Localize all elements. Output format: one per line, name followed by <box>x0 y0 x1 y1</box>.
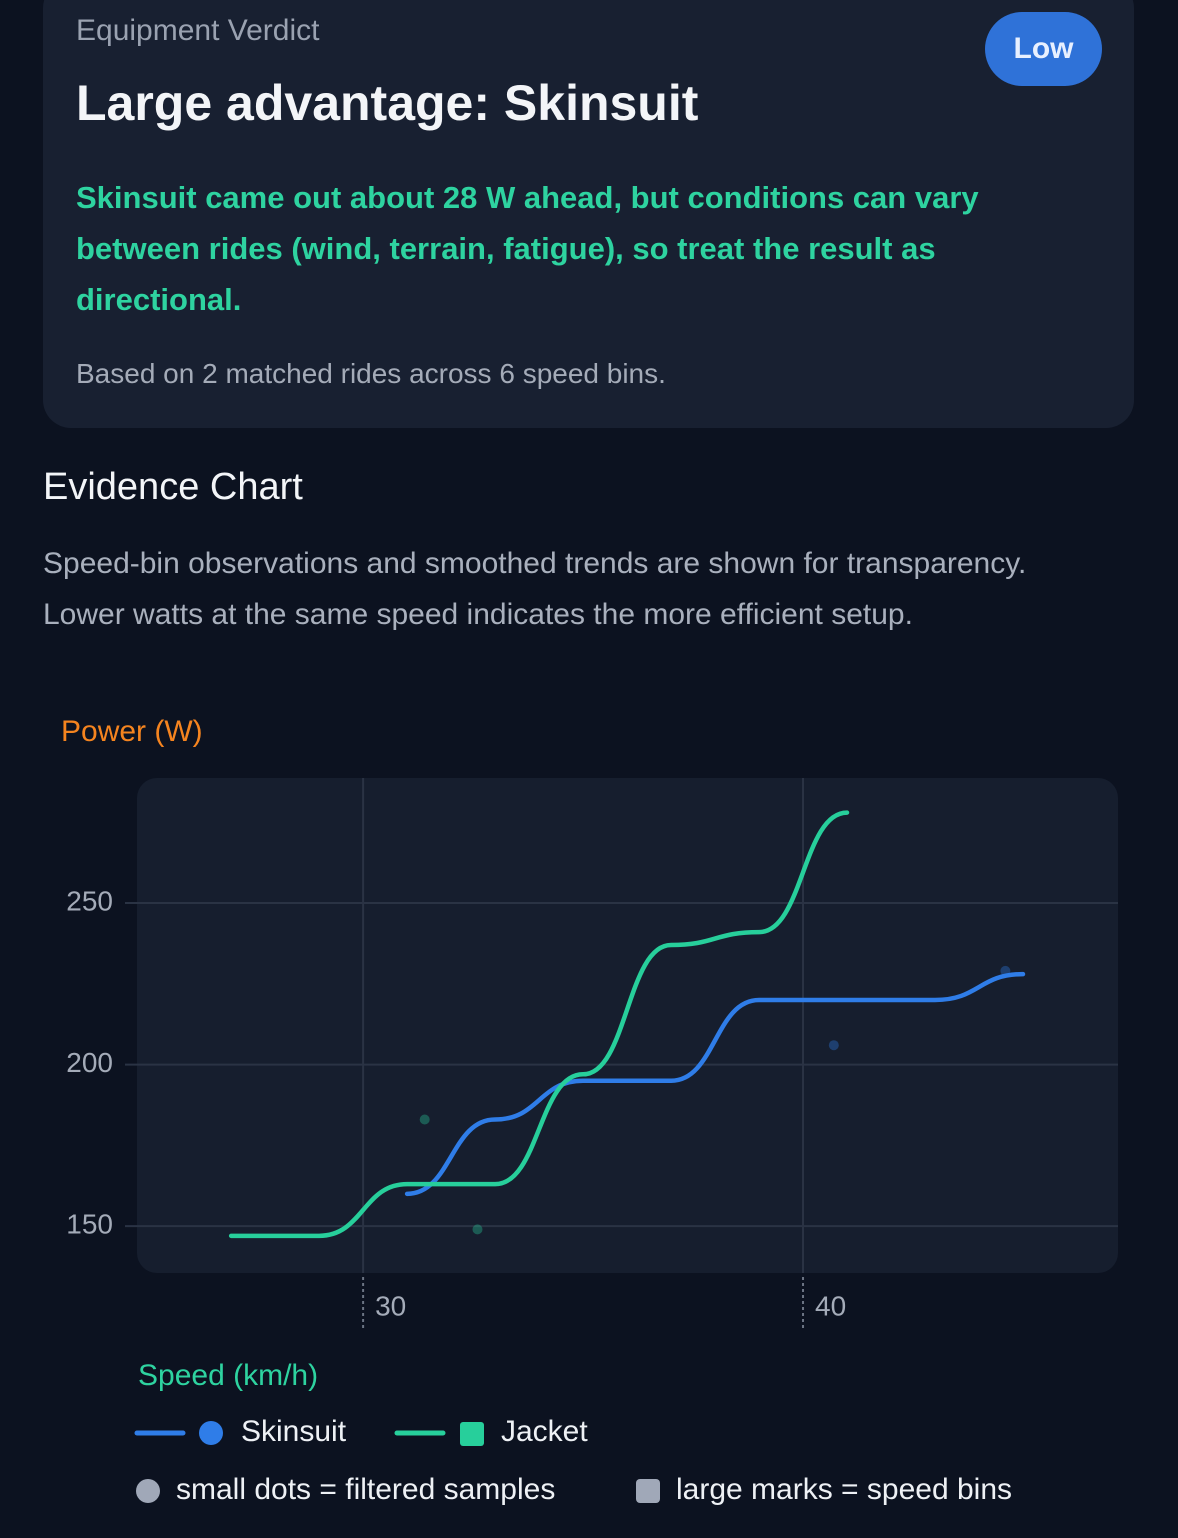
section-description: Speed-bin observations and smoothed tren… <box>43 547 1027 631</box>
eyebrow: Equipment Verdict <box>76 14 320 47</box>
confidence-badge[interactable]: Low <box>985 12 1102 86</box>
legend-label: Skinsuit <box>241 1415 347 1448</box>
legend-note-marker <box>636 1479 660 1503</box>
x-tick-label: 40 <box>815 1290 846 1321</box>
verdict-title: Large advantage: Skinsuit <box>76 75 699 131</box>
filtered-sample <box>1000 965 1011 976</box>
chart: Power (W) Speed (km/h) 150 200 250 30 40 Skin… <box>61 715 1118 1506</box>
filtered-sample <box>828 1040 839 1051</box>
legend-note-marker <box>136 1479 160 1503</box>
x-tick-label: 30 <box>375 1290 406 1321</box>
legend-note: large marks = speed bins <box>676 1473 1012 1506</box>
summary: Skinsuit came out about 28 W ahead, but … <box>76 180 979 317</box>
legend-marker <box>460 1422 484 1446</box>
trend-line <box>404 971 1026 1197</box>
x-axis-label: Speed (km/h) <box>138 1359 318 1392</box>
legend-marker <box>199 1421 223 1445</box>
plot-area <box>137 778 1118 1273</box>
section-title: Evidence Chart <box>43 466 303 508</box>
y-tick-label: 250 <box>66 885 113 916</box>
y-tick-label: 200 <box>66 1047 113 1078</box>
filtered-sample <box>472 1224 483 1235</box>
legend-label: Jacket <box>501 1415 588 1448</box>
filtered-sample <box>419 1114 430 1125</box>
legend-note: small dots = filtered samples <box>176 1473 555 1506</box>
trend-line <box>228 810 850 1239</box>
basis: Based on 2 matched rides across 6 speed … <box>76 358 666 389</box>
verdict-card <box>43 0 1134 428</box>
y-tick-label: 150 <box>66 1209 113 1240</box>
y-axis-label: Power (W) <box>61 715 203 748</box>
